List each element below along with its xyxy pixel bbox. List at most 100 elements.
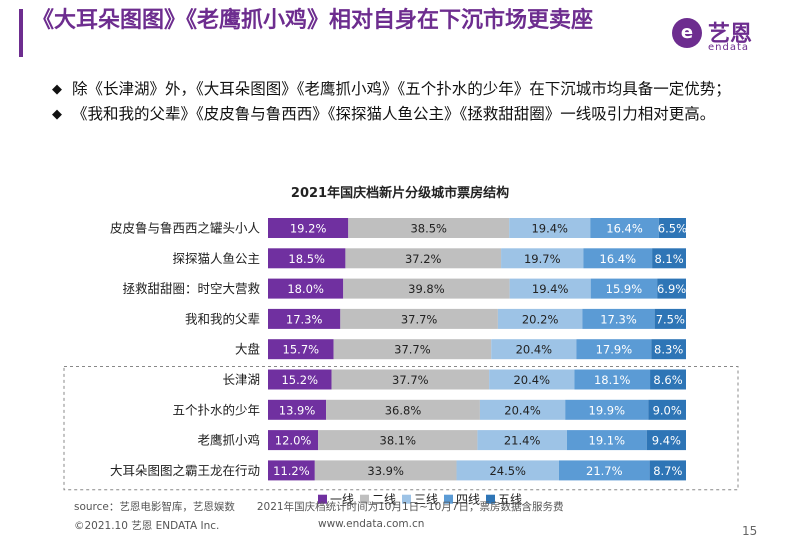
data-label: 39.8%: [408, 282, 445, 296]
footer-copyright: ©2021.10 艺恩 ENDATA Inc.: [74, 520, 220, 532]
data-label: 19.1%: [589, 434, 626, 448]
bar-segment: [654, 308, 686, 329]
legend-swatch: [360, 494, 369, 504]
data-label: 16.4%: [600, 252, 637, 266]
bar-segment: [333, 339, 492, 360]
footer-source: source：艺恩电影智库，艺恩娱数: [74, 501, 235, 513]
legend-label: 二线: [372, 493, 396, 507]
bar-segment: [268, 218, 349, 238]
bar-segment: [652, 248, 686, 269]
data-label: 9.4%: [652, 434, 681, 448]
category-label: 探探猫人鱼公主: [172, 251, 260, 266]
category-label: 老鹰抓小鸡: [197, 433, 260, 448]
logo-subtext: endata: [708, 42, 750, 53]
bullet-item: ◆ 《我和我的父辈》《皮皮鲁与鲁西西》《探探猫人鱼公主》《拯救甜甜圈》一线吸引力…: [52, 103, 772, 126]
bar-segment: [489, 369, 575, 390]
bar-segment: [479, 399, 566, 420]
data-label: 19.2%: [290, 222, 327, 236]
data-label: 37.7%: [392, 373, 429, 387]
bar-segment: [345, 248, 502, 269]
bar-segment: [582, 308, 655, 329]
bar-segment: [590, 278, 658, 299]
data-label: 15.2%: [281, 373, 318, 387]
data-label: 17.3%: [600, 312, 637, 326]
data-label: 13.9%: [279, 403, 316, 417]
bar-segment: [268, 399, 327, 420]
bar-segment: [343, 278, 510, 299]
bar-segment: [501, 248, 584, 269]
bar-segment: [657, 278, 686, 299]
legend-swatch: [444, 494, 453, 504]
bullet-list: ◆ 除《长津湖》外，《大耳朵图图》《老鹰抓小鸡》《五个扑水的少年》在下沉城市均具…: [52, 78, 772, 128]
bar-segment: [574, 369, 651, 390]
page-number: 15: [742, 524, 758, 538]
bar-segment: [477, 430, 567, 451]
endata-logo: e 艺恩 endata: [672, 14, 792, 54]
data-label: 17.9%: [596, 343, 633, 357]
bar-segment: [331, 369, 490, 390]
data-label: 19.9%: [589, 403, 626, 417]
bar-segment: [651, 339, 686, 360]
footer-source-line: source：艺恩电影智库，艺恩娱数 2021年国庆档统计时间为10月1日~10月…: [74, 499, 563, 514]
category-label: 五个扑水的少年: [172, 402, 260, 417]
data-label: 19.4%: [531, 222, 568, 236]
bar-segment: [565, 399, 649, 420]
data-label: 16.4%: [606, 222, 643, 236]
data-label: 38.5%: [410, 222, 447, 236]
data-label: 18.5%: [288, 252, 325, 266]
title-accent-bar: [19, 9, 23, 57]
bar-segment: [318, 430, 478, 451]
bullet-text: 除《长津湖》外，《大耳朵图图》《老鹰抓小鸡》《五个扑水的少年》在下沉城市均具备一…: [72, 80, 731, 98]
data-label: 37.7%: [394, 343, 431, 357]
data-label: 6.9%: [657, 282, 686, 296]
bar-segment: [268, 339, 334, 360]
bar-segment: [576, 339, 652, 360]
data-label: 21.4%: [504, 434, 541, 448]
data-label: 36.8%: [385, 403, 422, 417]
bar-segment: [326, 399, 480, 420]
page-title: 《大耳朵图图》《老鹰抓小鸡》相对自身在下沉市场更卖座: [32, 8, 594, 33]
data-label: 8.3%: [654, 343, 683, 357]
bar-segment: [268, 430, 319, 451]
data-label: 18.1%: [594, 373, 631, 387]
bar-segment: [583, 248, 653, 269]
data-label: 8.7%: [653, 464, 682, 478]
bar-segment: [340, 308, 498, 329]
data-label: 8.6%: [653, 373, 682, 387]
diamond-bullet-icon: ◆: [52, 107, 62, 122]
data-label: 38.1%: [380, 434, 417, 448]
legend-label: 五线: [498, 493, 522, 507]
bullet-item: ◆ 除《长津湖》外，《大耳朵图图》《老鹰抓小鸡》《五个扑水的少年》在下沉城市均具…: [52, 78, 772, 101]
data-label: 37.7%: [401, 312, 438, 326]
bar-segment: [491, 339, 577, 360]
data-label: 24.5%: [489, 464, 526, 478]
data-label: 12.0%: [275, 434, 312, 448]
data-label: 17.3%: [286, 312, 323, 326]
bar-segment: [268, 248, 346, 269]
category-label: 大耳朵图图之霸王龙在行动: [110, 463, 260, 478]
bar-segment: [648, 399, 686, 420]
data-label: 20.4%: [513, 373, 550, 387]
data-label: 18.0%: [287, 282, 324, 296]
footer-note: 2021年国庆档统计时间为10月1日~10月7日，票房数据含服务费: [256, 501, 564, 513]
bar-segment: [646, 430, 686, 451]
data-label: 21.7%: [586, 464, 623, 478]
bar-segment: [348, 218, 510, 238]
bar-segment: [658, 218, 686, 238]
bar-segment: [268, 308, 341, 329]
legend-label: 一线: [330, 493, 354, 507]
endata-logo-icon: e: [672, 18, 702, 48]
category-label: 皮皮鲁与鲁西西之罐头小人: [110, 221, 261, 236]
data-label: 9.0%: [653, 403, 682, 417]
bar-segment: [566, 430, 647, 451]
bullet-text: 《我和我的父辈》《皮皮鲁与鲁西西》《探探猫人鱼公主》《拯救甜甜圈》一线吸引力相对…: [72, 105, 716, 123]
bar-segment: [509, 218, 591, 238]
bar-segment: [456, 460, 559, 481]
category-label: 大盘: [235, 342, 260, 357]
data-label: 19.4%: [532, 282, 569, 296]
bar-segment: [558, 460, 650, 481]
data-label: 15.7%: [283, 343, 320, 357]
data-label: 11.2%: [273, 464, 310, 478]
legend-swatch: [486, 494, 495, 504]
legend-label: 三线: [414, 493, 438, 507]
